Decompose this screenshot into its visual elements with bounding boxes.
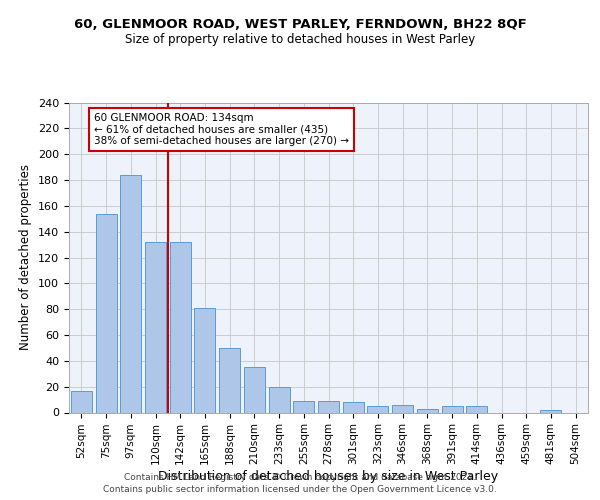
Bar (269, 386, 290, 412)
Bar (170, 242, 191, 412)
Bar (392, 405, 413, 412)
Text: Size of property relative to detached houses in West Parley: Size of property relative to detached ho… (125, 32, 475, 46)
Bar (95, 214, 116, 412)
Bar (318, 401, 339, 412)
Text: Contains public sector information licensed under the Open Government Licence v3: Contains public sector information licen… (103, 485, 497, 494)
Text: 60 GLENMOOR ROAD: 134sqm
← 61% of detached houses are smaller (435)
38% of semi-: 60 GLENMOOR ROAD: 134sqm ← 61% of detach… (94, 113, 349, 146)
Bar (219, 348, 240, 412)
Bar (293, 401, 314, 412)
X-axis label: Distribution of detached houses by size in West Parley: Distribution of detached houses by size … (158, 470, 499, 483)
Bar (343, 402, 364, 412)
Y-axis label: Number of detached properties: Number of detached properties (19, 164, 32, 350)
Bar (442, 406, 463, 412)
Bar (71, 390, 92, 412)
Bar (417, 408, 438, 412)
Bar (194, 308, 215, 412)
Bar (120, 175, 141, 412)
Text: 60, GLENMOOR ROAD, WEST PARLEY, FERNDOWN, BH22 8QF: 60, GLENMOOR ROAD, WEST PARLEY, FERNDOWN… (74, 18, 526, 30)
Bar (367, 406, 388, 412)
Text: Contains HM Land Registry data © Crown copyright and database right 2024.: Contains HM Land Registry data © Crown c… (124, 472, 476, 482)
Bar (466, 406, 487, 412)
Bar (541, 410, 562, 412)
Bar (244, 368, 265, 412)
Bar (145, 242, 166, 412)
